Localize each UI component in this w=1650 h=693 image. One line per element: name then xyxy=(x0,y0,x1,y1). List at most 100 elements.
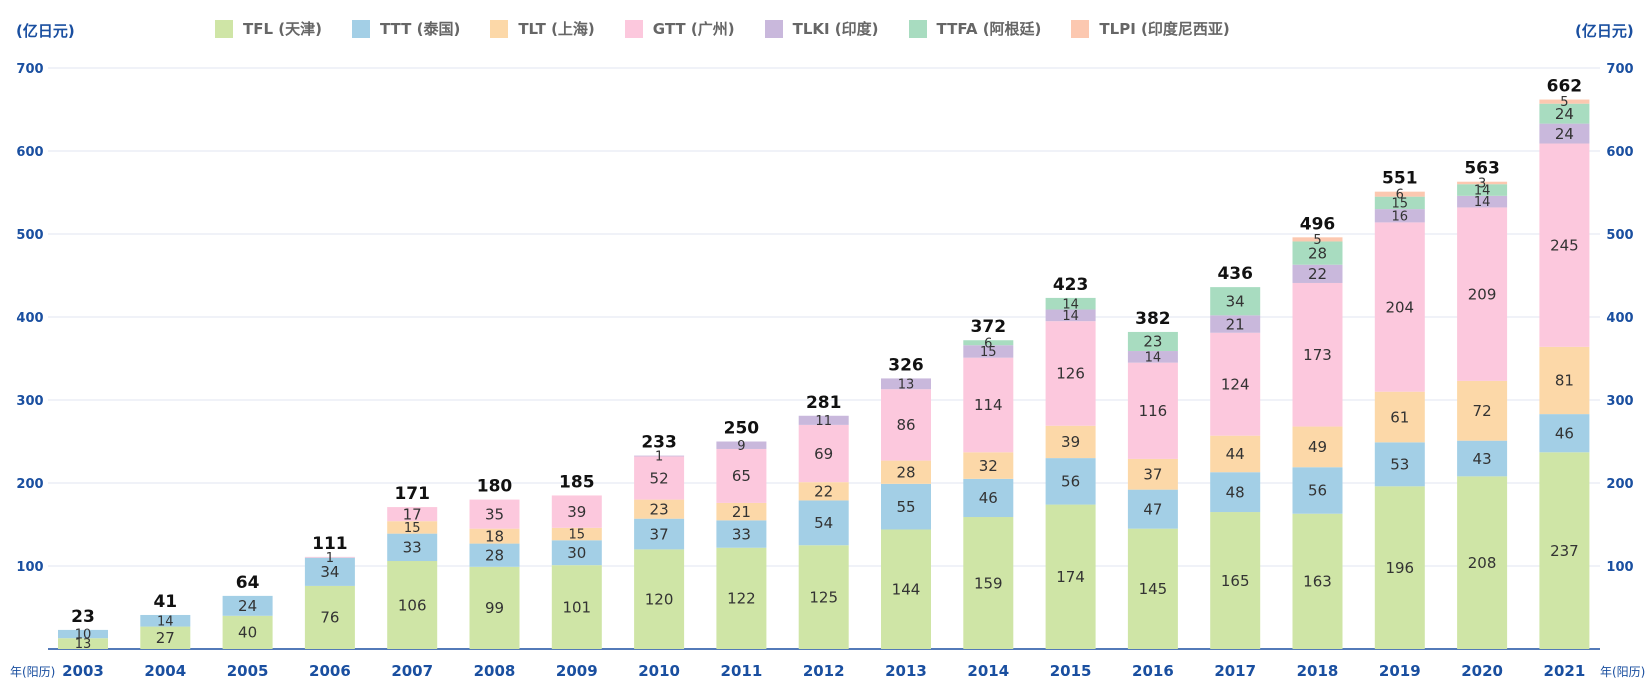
data-label: 24 xyxy=(1555,125,1574,143)
total-label: 171 xyxy=(394,484,430,504)
data-label: 99 xyxy=(485,599,504,617)
data-label: 5 xyxy=(1560,95,1568,110)
y-tick-label-right: 500 xyxy=(1606,228,1633,243)
bar-segment xyxy=(1127,362,1178,459)
bar-segment xyxy=(140,626,191,649)
bar-segment xyxy=(798,415,849,425)
y-tick-label-left: 200 xyxy=(16,477,43,492)
y-axis-unit-right: (亿日元) xyxy=(1575,22,1634,40)
bar-segment xyxy=(1374,196,1425,210)
data-label: 6 xyxy=(984,336,992,351)
bar-segment xyxy=(963,452,1014,479)
data-label: 55 xyxy=(896,498,915,516)
x-tick-label: 2020 xyxy=(1461,662,1503,680)
bar-segment xyxy=(1210,472,1261,513)
legend-label: TTT (泰国) xyxy=(379,20,461,38)
data-label: 16 xyxy=(1392,209,1409,224)
total-label: 372 xyxy=(971,317,1007,337)
data-label: 56 xyxy=(1061,473,1080,491)
bar-segment xyxy=(304,585,355,649)
data-label: 35 xyxy=(485,505,504,523)
y-tick-label-right: 600 xyxy=(1606,145,1633,160)
legend-swatch xyxy=(215,19,233,38)
bar-segment xyxy=(1210,435,1261,473)
data-label: 10 xyxy=(75,628,92,643)
data-label: 14 xyxy=(1474,195,1491,210)
data-label: 33 xyxy=(403,539,422,557)
data-label: 9 xyxy=(737,439,745,454)
data-label: 39 xyxy=(1061,433,1080,451)
data-label: 116 xyxy=(1139,402,1168,420)
bar-segment xyxy=(1539,103,1590,124)
legend-item: TLPI (印度尼西亚) xyxy=(1071,18,1230,39)
legend-label: TLPI (印度尼西亚) xyxy=(1099,20,1230,38)
data-label: 101 xyxy=(562,598,591,616)
bar-segment xyxy=(1045,504,1096,649)
bar-segment xyxy=(1045,425,1096,459)
total-label: 551 xyxy=(1382,169,1418,189)
x-tick-label: 2009 xyxy=(556,662,598,680)
data-label: 1 xyxy=(655,450,663,465)
bar-segment xyxy=(1374,442,1425,487)
data-label: 237 xyxy=(1550,542,1579,560)
total-label: 41 xyxy=(153,592,177,612)
data-label: 174 xyxy=(1056,568,1085,586)
legend-label: TLT (上海) xyxy=(518,20,595,38)
legend-item: GTT (广州) xyxy=(624,18,735,39)
total-label: 563 xyxy=(1464,159,1500,179)
bar-segment xyxy=(1539,143,1590,347)
x-tick-label: 2019 xyxy=(1379,662,1421,680)
data-label: 209 xyxy=(1468,285,1497,303)
bar-segment xyxy=(1374,191,1425,197)
data-label: 28 xyxy=(1308,244,1327,262)
data-label: 24 xyxy=(238,597,257,615)
bar-segment xyxy=(1539,123,1590,144)
total-label: 185 xyxy=(559,472,595,492)
data-label: 3 xyxy=(1478,177,1486,192)
legend-item: TLKI (印度) xyxy=(764,18,879,39)
bar-segment xyxy=(881,389,931,461)
data-label: 34 xyxy=(320,563,339,581)
total-label: 436 xyxy=(1217,264,1253,284)
bar-segment xyxy=(634,456,685,500)
y-tick-label-left: 500 xyxy=(16,228,43,243)
bar-segment xyxy=(1292,467,1343,514)
data-label: 24 xyxy=(1555,105,1574,123)
bar-segment xyxy=(634,549,685,649)
bar-segment xyxy=(387,507,438,522)
data-label: 1 xyxy=(326,551,334,566)
legend-label: TFL (天津) xyxy=(243,20,322,38)
bar-segment xyxy=(1292,237,1343,242)
data-label: 245 xyxy=(1550,236,1579,254)
bar-segment xyxy=(1292,282,1343,427)
total-label: 250 xyxy=(724,419,760,439)
y-tick-label-left: 400 xyxy=(16,311,43,326)
legend-item: TFL (天津) xyxy=(215,18,322,39)
x-tick-label: 2014 xyxy=(967,662,1009,680)
data-label: 124 xyxy=(1221,375,1250,393)
bar-segment xyxy=(469,543,520,567)
total-label: 326 xyxy=(888,355,924,375)
data-label: 72 xyxy=(1473,402,1492,420)
data-label: 56 xyxy=(1308,482,1327,500)
bar-segment xyxy=(387,521,438,534)
bar-segment xyxy=(1127,351,1178,363)
data-label: 37 xyxy=(650,525,669,543)
bar-segment xyxy=(716,441,767,449)
data-label: 53 xyxy=(1390,456,1409,474)
y-tick-label-left: 700 xyxy=(16,62,43,77)
bar-segment xyxy=(1045,458,1096,505)
y-tick-label-right: 100 xyxy=(1606,560,1633,575)
bar-segment xyxy=(716,547,767,649)
bar-segment xyxy=(798,424,849,483)
bar-segment xyxy=(716,448,767,503)
legend-label: GTT (广州) xyxy=(652,20,735,38)
data-label: 14 xyxy=(1062,297,1079,312)
bar-segment xyxy=(1457,380,1508,441)
legend-swatch xyxy=(908,19,927,38)
legend-label: TTFA (阿根廷) xyxy=(936,20,1042,38)
data-label: 18 xyxy=(485,527,504,545)
data-label: 14 xyxy=(1062,309,1079,324)
bar-segment xyxy=(58,638,108,649)
